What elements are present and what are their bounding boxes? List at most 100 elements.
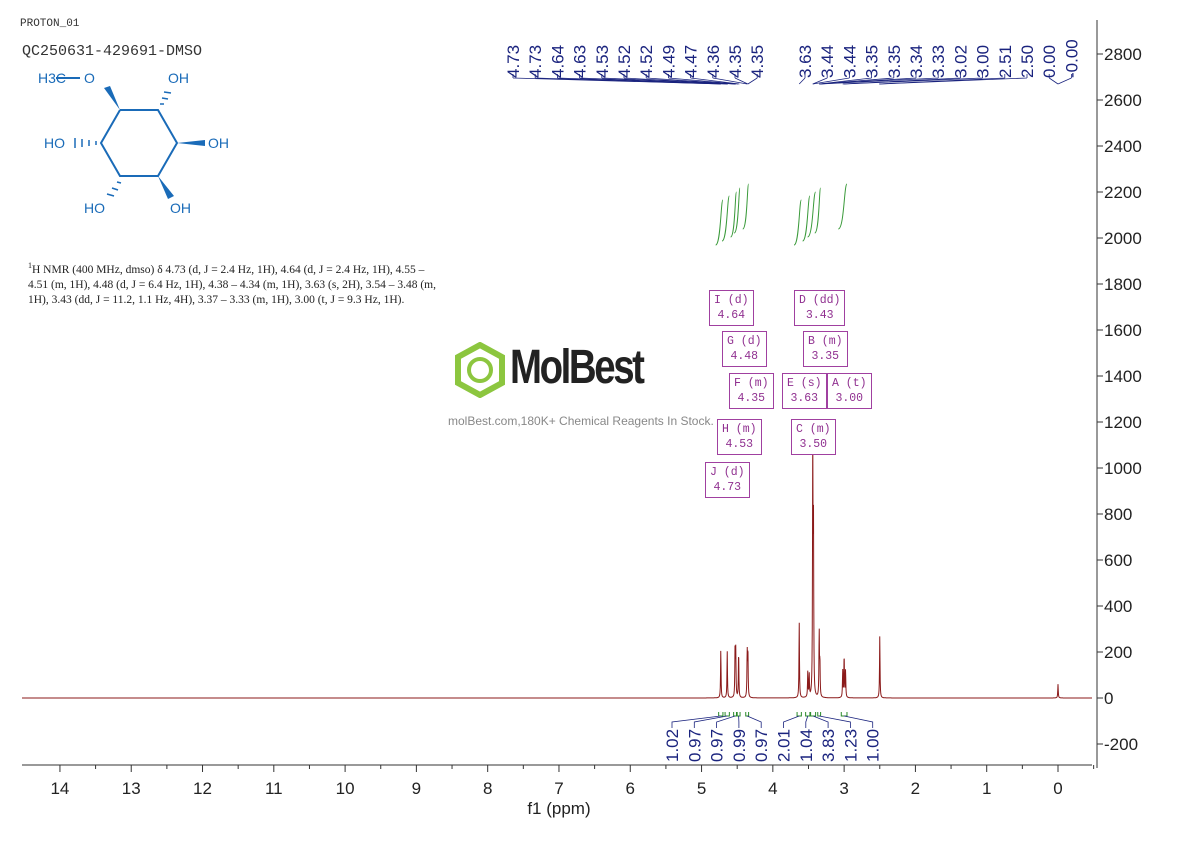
peak-label: 4.47 xyxy=(682,45,701,78)
multiplet-type: B (m) xyxy=(808,335,843,348)
atom-label: H3C xyxy=(38,70,66,86)
integral-connector xyxy=(812,715,829,728)
peak-label-connector xyxy=(1048,74,1059,85)
peak-label-connector xyxy=(879,74,1028,85)
peak-label-connector xyxy=(844,74,983,85)
x-tick-label: 3 xyxy=(839,779,848,798)
multiplet-shift: 3.50 xyxy=(799,438,828,451)
y-tick-label: 1800 xyxy=(1104,275,1142,294)
watermark-tagline: molBest.com,180K+ Chemical Reagents In S… xyxy=(448,414,714,428)
multiplet-type: D (dd) xyxy=(799,294,841,307)
multiplet-type: H (m) xyxy=(722,423,757,436)
y-tick-label: 2800 xyxy=(1104,45,1142,64)
peak-label: 4.64 xyxy=(548,45,567,78)
x-tick-label: 5 xyxy=(697,779,706,798)
y-tick-label: 1000 xyxy=(1104,459,1142,478)
peak-label: 3.35 xyxy=(885,45,904,78)
y-tick-label: -200 xyxy=(1104,735,1138,754)
integral-curve xyxy=(807,191,817,238)
peak-label: 2.50 xyxy=(1018,45,1037,78)
x-tick-label: 8 xyxy=(483,779,492,798)
x-tick-label: 10 xyxy=(336,779,355,798)
peak-label-connector xyxy=(579,74,728,85)
peak-label: 3.63 xyxy=(796,45,815,78)
peak-label-connector xyxy=(734,74,749,85)
multiplet-type: E (s) xyxy=(787,377,822,390)
y-tick-label: 1600 xyxy=(1104,321,1142,340)
multiplet-label-A: A (t) 3.00 xyxy=(827,373,872,409)
peak-label: 3.00 xyxy=(974,45,993,78)
peak-label-connector xyxy=(747,74,758,85)
x-tick-label: 2 xyxy=(911,779,920,798)
peak-label: 4.73 xyxy=(526,45,545,78)
peak-label: 4.63 xyxy=(571,45,590,78)
peak-label-connector xyxy=(645,74,736,85)
y-tick-label: 1200 xyxy=(1104,413,1142,432)
integral-connector xyxy=(783,715,800,728)
integral-value: 1.23 xyxy=(841,729,860,762)
integral-curve xyxy=(730,191,737,238)
y-tick-label: 200 xyxy=(1104,643,1132,662)
integral-value: 1.04 xyxy=(797,729,816,762)
multiplet-shift: 4.64 xyxy=(717,309,746,322)
multiplet-shift: 4.73 xyxy=(713,481,742,494)
multiplet-type: C (m) xyxy=(796,423,831,436)
experiment-name: PROTON_01 xyxy=(20,18,80,30)
nmr-description: 1H NMR (400 MHz, dmso) δ 4.73 (d, J = 2.… xyxy=(28,258,438,308)
peak-label: 3.34 xyxy=(907,45,926,78)
x-tick-label: 11 xyxy=(265,779,283,798)
peak-label-connector xyxy=(798,74,806,85)
integral-curve xyxy=(814,187,822,234)
integral-curve xyxy=(837,183,848,230)
integral-value: 0.97 xyxy=(752,729,771,762)
atom-label: O xyxy=(84,70,95,86)
integral-connector xyxy=(844,715,874,728)
integral-connector xyxy=(693,715,728,728)
x-tick-label: 9 xyxy=(412,779,421,798)
multiplet-label-J: J (d) 4.73 xyxy=(705,462,750,498)
integral-curve xyxy=(715,199,724,246)
multiplet-shift: 3.63 xyxy=(790,392,819,405)
peak-label: 4.35 xyxy=(748,45,767,78)
peak-label: 3.33 xyxy=(929,45,948,78)
multiplet-label-H: H (m) 4.53 xyxy=(717,419,762,455)
peak-label: 3.44 xyxy=(840,45,859,78)
multiplet-label-G: G (d) 4.48 xyxy=(722,331,767,367)
multiplet-type: A (t) xyxy=(832,377,867,390)
integral-value: 0.97 xyxy=(685,729,704,762)
peak-label-connector xyxy=(820,74,939,85)
integral-bracket xyxy=(810,712,817,717)
integral-curve xyxy=(802,195,811,242)
integral-bracket xyxy=(733,712,737,717)
x-tick-label: 13 xyxy=(122,779,141,798)
peak-label: 3.02 xyxy=(951,45,970,78)
y-tick-label: 800 xyxy=(1104,505,1132,524)
y-tick-label: 2400 xyxy=(1104,137,1142,156)
x-tick-label: 12 xyxy=(193,779,212,798)
peak-label: 4.53 xyxy=(593,45,612,78)
y-tick-label: 400 xyxy=(1104,597,1132,616)
atom-label: HO xyxy=(44,135,65,151)
multiplet-type: I (d) xyxy=(714,294,749,307)
x-tick-label: 1 xyxy=(982,779,991,798)
integral-bracket xyxy=(736,712,741,717)
integral-curve xyxy=(721,195,730,242)
peak-label-connector xyxy=(812,74,828,85)
atom-label: OH xyxy=(208,135,229,151)
nucleus-superscript: 1 xyxy=(28,261,32,270)
atom-label: OH xyxy=(170,200,191,216)
integral-bracket xyxy=(840,712,848,717)
molecule-structure: H3C O OH HO OH HO OH xyxy=(38,70,229,216)
integral-curve xyxy=(733,187,741,234)
integral-curve xyxy=(742,183,750,230)
multiplet-label-E: E (s) 3.63 xyxy=(782,373,827,409)
multiplet-shift: 4.35 xyxy=(737,392,766,405)
atom-label: HO xyxy=(84,200,105,216)
peak-label-connector xyxy=(1057,74,1072,85)
peak-label: 4.49 xyxy=(659,45,678,78)
multiplet-type: G (d) xyxy=(727,335,762,348)
peak-label: -0.00 xyxy=(1062,39,1081,78)
multiplet-type: F (m) xyxy=(734,377,769,390)
x-tick-label: 4 xyxy=(768,779,777,798)
